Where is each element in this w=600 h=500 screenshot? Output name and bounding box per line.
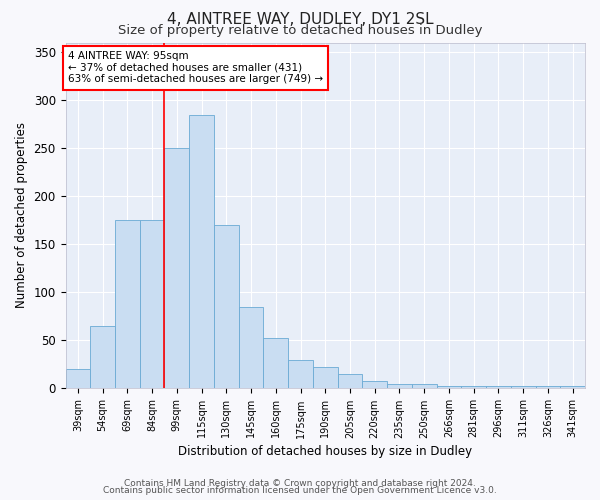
Bar xyxy=(214,225,239,388)
Bar xyxy=(412,384,437,388)
Text: Contains HM Land Registry data © Crown copyright and database right 2024.: Contains HM Land Registry data © Crown c… xyxy=(124,478,476,488)
Bar xyxy=(115,220,140,388)
Bar xyxy=(486,386,511,388)
Bar xyxy=(338,374,362,388)
Bar xyxy=(189,114,214,388)
Bar xyxy=(536,386,560,388)
Bar xyxy=(140,220,164,388)
Bar xyxy=(362,381,387,388)
Text: 4 AINTREE WAY: 95sqm
← 37% of detached houses are smaller (431)
63% of semi-deta: 4 AINTREE WAY: 95sqm ← 37% of detached h… xyxy=(68,51,323,84)
Bar xyxy=(461,386,486,388)
Text: 4, AINTREE WAY, DUDLEY, DY1 2SL: 4, AINTREE WAY, DUDLEY, DY1 2SL xyxy=(167,12,433,28)
Bar xyxy=(164,148,189,388)
Bar xyxy=(511,386,536,388)
Y-axis label: Number of detached properties: Number of detached properties xyxy=(15,122,28,308)
Bar xyxy=(239,307,263,388)
Text: Contains public sector information licensed under the Open Government Licence v3: Contains public sector information licen… xyxy=(103,486,497,495)
Bar xyxy=(560,386,585,388)
Bar xyxy=(288,360,313,388)
Bar xyxy=(90,326,115,388)
Bar xyxy=(313,368,338,388)
Bar xyxy=(263,338,288,388)
Bar xyxy=(387,384,412,388)
Text: Size of property relative to detached houses in Dudley: Size of property relative to detached ho… xyxy=(118,24,482,37)
X-axis label: Distribution of detached houses by size in Dudley: Distribution of detached houses by size … xyxy=(178,444,472,458)
Bar xyxy=(437,386,461,388)
Bar xyxy=(65,369,90,388)
